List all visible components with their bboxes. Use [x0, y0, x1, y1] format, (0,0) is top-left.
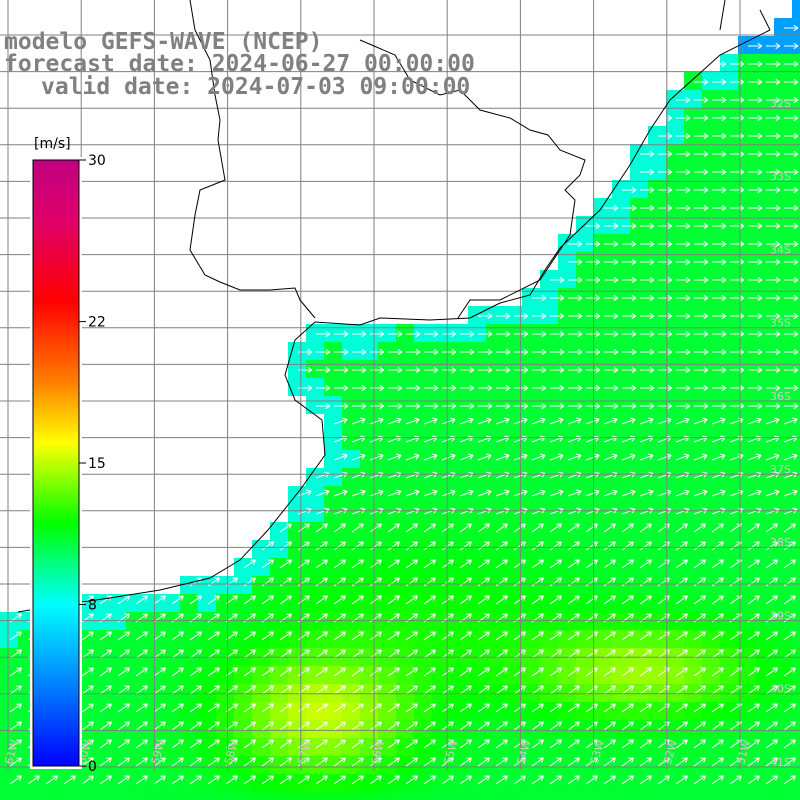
colorbar-tick-label: 8 [88, 597, 97, 613]
lon-label: 55W [442, 738, 461, 766]
lat-label: 39S [770, 609, 791, 622]
lon-label: 53W [588, 738, 607, 766]
lat-label: 36S [770, 390, 791, 403]
colorbar-tick-label: 22 [88, 315, 106, 331]
colorbar-unit: [m/s] [34, 136, 71, 152]
lat-label: 40S [770, 683, 791, 696]
lon-label: 59W [149, 738, 168, 766]
model-title: modelo GEFS-WAVE (NCEP) [4, 29, 323, 55]
lat-label: 33S [770, 170, 791, 183]
forecast-date: forecast date: 2024-06-27 00:00:00 [4, 51, 475, 77]
lon-label: 54W [515, 738, 534, 766]
lon-label: 58W [222, 738, 241, 766]
lat-label: 35S [770, 317, 791, 330]
lon-label: 51W [734, 738, 753, 766]
lat-label: 38S [770, 536, 791, 549]
lat-label: 37S [770, 463, 791, 476]
colorbar-ticks: 30 22 15 8 0 [79, 153, 106, 775]
colorbar-ramp [32, 159, 80, 767]
latitude-labels: 32S 33S 34S 35S 36S 37S 38S 39S 40S 41S [770, 97, 791, 769]
lon-label: 57W [295, 738, 314, 766]
lat-label: 32S [770, 97, 791, 110]
lon-label: 56W [368, 738, 387, 766]
lat-label: 34S [770, 243, 791, 256]
lon-label: 61W [2, 738, 21, 766]
colorbar-tick-label: 15 [88, 456, 106, 472]
colorbar-tick-label: 0 [88, 759, 97, 775]
lat-label: 41S [770, 756, 791, 769]
colorbar-tick-label: 30 [88, 153, 106, 169]
coastline [17, 0, 771, 613]
colorbar: 30 22 15 8 0 [m/s] [30, 136, 106, 775]
lon-label: 52W [661, 738, 680, 766]
valid-date: valid date: 2024-07-03 09:00:00 [41, 74, 471, 100]
